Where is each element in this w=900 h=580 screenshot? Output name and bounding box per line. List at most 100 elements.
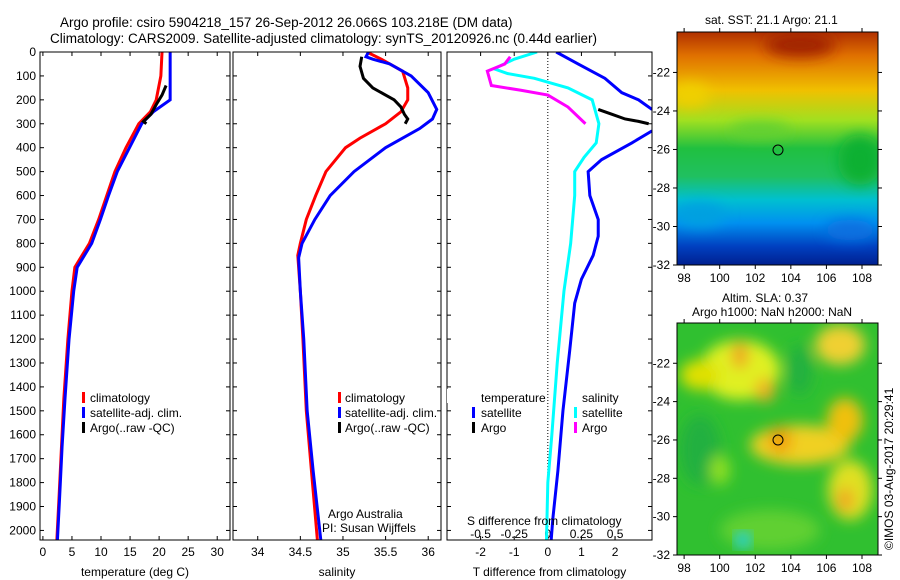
y-tick-label: 1400 xyxy=(9,380,36,394)
y-tick-label: -28 xyxy=(653,181,671,195)
sla-map-frame xyxy=(676,322,879,556)
legend-swatch-s-satellite xyxy=(574,407,577,418)
annotation-argo-australia: Argo Australia xyxy=(328,507,403,521)
x-tick-label: 108 xyxy=(852,271,872,285)
panel-frame xyxy=(39,51,231,541)
sla-map-subtitle: Argo h1000: NaN h2000: NaN xyxy=(692,305,852,319)
legend-swatch-satellite xyxy=(338,407,341,418)
y-tick-label: 2000 xyxy=(9,523,36,537)
s-tick-label: -0.25 xyxy=(501,527,529,541)
legend-background xyxy=(447,389,545,403)
panel-frame xyxy=(446,51,653,541)
x-tick-label: 5 xyxy=(69,545,76,559)
x-axis-label: T difference from climatology xyxy=(473,565,627,579)
y-tick-label: -28 xyxy=(653,471,671,485)
x-tick-label: 102 xyxy=(745,271,765,285)
s-tick-label: 0.5 xyxy=(607,527,624,541)
y-tick-label: -26 xyxy=(653,433,671,447)
legend-label: satellite xyxy=(481,406,522,420)
temperature-legend: climatology satellite-adj. clim. Argo(..… xyxy=(82,391,182,435)
x-axis-label: temperature (deg C) xyxy=(81,565,189,579)
salinity-panel: 34 34.5 35 35.5 36 salinity xyxy=(232,51,442,579)
x-tick-label: 0 xyxy=(544,545,551,559)
legend-label: satellite-adj. clim. xyxy=(90,406,182,420)
sst-map-frame xyxy=(676,31,879,266)
s-tick-label: 0.25 xyxy=(570,527,594,541)
x-tick-label: 106 xyxy=(816,561,836,575)
legend-label: satellite xyxy=(582,406,623,420)
y-tick-label: 100 xyxy=(16,69,36,83)
x-tick-label: 35.5 xyxy=(374,545,398,559)
legend-swatch-satellite xyxy=(82,407,85,418)
x-tick-label: 20 xyxy=(152,545,166,559)
y-tick-label: 300 xyxy=(16,117,36,131)
x-tick-label: 100 xyxy=(710,561,730,575)
y-tick-label: 1300 xyxy=(9,356,36,370)
sla-map-title: Altim. SLA: 0.37 xyxy=(722,291,808,305)
y-tick-label: 500 xyxy=(16,165,36,179)
y-tick-label: 1200 xyxy=(9,332,36,346)
legend-label: Argo xyxy=(582,421,608,435)
legend-label: climatology xyxy=(345,391,405,405)
x-tick-label: -2 xyxy=(475,545,486,559)
y-tick-label: 1500 xyxy=(9,404,36,418)
annotation-pi: PI: Susan Wijffels xyxy=(322,521,416,535)
legend-swatch-argo xyxy=(338,422,341,433)
x-tick-label: 35 xyxy=(336,545,350,559)
x-tick-label: 104 xyxy=(781,271,801,285)
legend-swatch-s-argo xyxy=(574,422,577,433)
series-temperature-satellite xyxy=(555,52,652,111)
legend-label: Argo(..raw -QC) xyxy=(90,421,175,435)
x-tick-label: 98 xyxy=(677,561,691,575)
x-tick-label: 98 xyxy=(677,271,691,285)
x-tick-label: 15 xyxy=(123,545,137,559)
sst-map-image xyxy=(677,32,878,265)
y-tick-label: 200 xyxy=(16,93,36,107)
y-tick-label: 0 xyxy=(29,45,36,59)
y-tick-label: -32 xyxy=(653,258,671,272)
legend-swatch-t-satellite xyxy=(472,407,475,418)
y-tick-label: 1100 xyxy=(10,308,36,322)
y-tick-label: -24 xyxy=(653,395,671,409)
legend-label: satellite-adj. clim. xyxy=(345,406,437,420)
y-tick-label: -30 xyxy=(653,219,671,233)
y-tick-label: 1900 xyxy=(9,500,36,514)
x-tick-label: 104 xyxy=(781,561,801,575)
x-tick-label: 34.5 xyxy=(289,545,313,559)
credit-text: ©IMOS 03-Aug-2017 20:29:41 xyxy=(882,387,896,550)
y-tick-label: 800 xyxy=(16,236,36,250)
x-tick-label: 102 xyxy=(745,561,765,575)
series-salinity-argo xyxy=(485,55,587,125)
x-tick-label: 30 xyxy=(211,545,225,559)
x-axis-label: salinity xyxy=(319,565,356,579)
x-tick-label: 34 xyxy=(251,545,265,559)
x-tick-label: 25 xyxy=(181,545,195,559)
y-tick-label: -22 xyxy=(653,356,671,370)
x-tick-label: 106 xyxy=(816,271,836,285)
y-tick-label: 400 xyxy=(16,141,36,155)
s-axis-label: S difference from climatology xyxy=(467,514,622,528)
x-tick-label: 10 xyxy=(94,545,108,559)
series-satellite-adj-clim- xyxy=(297,52,439,540)
series-argo-raw-qc- xyxy=(358,56,410,125)
s-tick-label: -0.5 xyxy=(470,527,491,541)
series-argo-raw-qc- xyxy=(141,84,168,125)
y-tick-label: 1800 xyxy=(9,476,36,490)
difference-panel: -2 -1 0 1 2 T difference from climatology -0.5… xyxy=(446,51,653,579)
figure-title-line1: Argo profile: csiro 5904218_157 26-Sep-2… xyxy=(60,15,513,30)
x-tick-label: 108 xyxy=(852,561,872,575)
y-tick-label: 1600 xyxy=(9,428,36,442)
legend-label: Argo(..raw -QC) xyxy=(345,421,430,435)
legend-swatch-argo xyxy=(82,422,85,433)
y-tick-label: -26 xyxy=(653,142,671,156)
panel-frame xyxy=(232,51,442,541)
series-temperature-argo xyxy=(597,107,649,126)
y-tick-label: -32 xyxy=(653,548,671,562)
y-tick-label: 1700 xyxy=(9,452,36,466)
series-climatology xyxy=(296,52,410,540)
sst-argo-marker xyxy=(772,144,784,156)
series-temperature-satellite-lower- xyxy=(549,129,652,540)
y-tick-label: -30 xyxy=(653,510,671,524)
legend-swatch-t-argo xyxy=(472,422,475,433)
x-tick-label: 2 xyxy=(612,545,619,559)
